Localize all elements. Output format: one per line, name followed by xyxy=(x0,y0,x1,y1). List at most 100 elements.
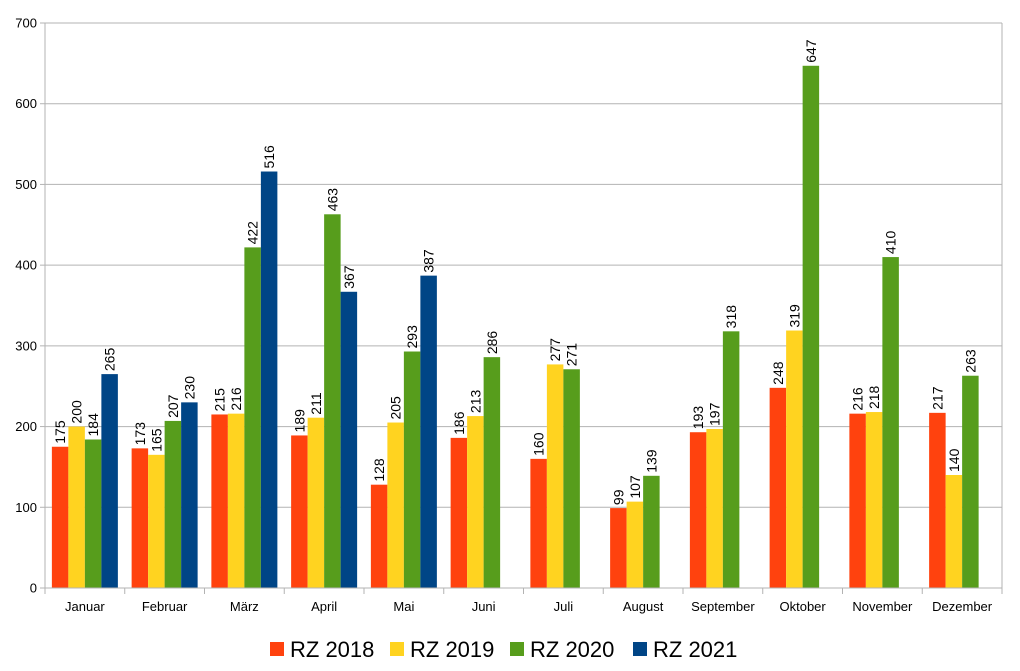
data-label: 277 xyxy=(547,338,563,362)
bar xyxy=(211,414,228,588)
data-label: 197 xyxy=(707,402,723,426)
data-label: 216 xyxy=(228,387,244,411)
y-tick-label: 400 xyxy=(15,258,37,273)
data-label: 293 xyxy=(404,325,420,349)
bar xyxy=(68,426,85,588)
legend-item: RZ 2021 xyxy=(633,637,737,662)
data-label: 139 xyxy=(643,449,659,473)
data-label: 186 xyxy=(451,411,467,435)
bar-marks xyxy=(51,65,979,589)
data-label: 215 xyxy=(212,388,228,412)
legend-swatch xyxy=(390,642,404,656)
data-label: 319 xyxy=(786,304,802,328)
legend-swatch xyxy=(510,642,524,656)
bar xyxy=(227,413,245,588)
y-tick-label: 700 xyxy=(15,16,37,31)
legend-label: RZ 2020 xyxy=(530,637,614,662)
data-label: 516 xyxy=(261,145,277,169)
data-label: 200 xyxy=(69,400,85,424)
bar xyxy=(260,171,278,588)
bar xyxy=(467,416,484,588)
data-label: 387 xyxy=(421,249,437,273)
data-label: 173 xyxy=(132,422,148,446)
bar xyxy=(450,437,468,588)
bar xyxy=(370,484,388,588)
data-label: 318 xyxy=(723,305,739,329)
y-tick-label: 500 xyxy=(15,177,37,192)
data-label: 271 xyxy=(564,343,580,367)
legend-label: RZ 2019 xyxy=(410,637,494,662)
x-tick-label: März xyxy=(230,599,259,614)
bar xyxy=(51,446,69,588)
x-tick-label: Juli xyxy=(554,599,574,614)
bar xyxy=(962,375,979,588)
x-tick-label: November xyxy=(852,599,913,614)
bar xyxy=(530,458,547,588)
data-label: 410 xyxy=(883,230,899,254)
data-label: 263 xyxy=(962,349,978,373)
data-label: 248 xyxy=(770,361,786,385)
data-label: 211 xyxy=(308,392,324,415)
x-tick-label: Februar xyxy=(142,599,188,614)
legend-item: RZ 2019 xyxy=(390,637,494,662)
legend-item: RZ 2020 xyxy=(510,637,614,662)
bar xyxy=(403,351,421,588)
bar xyxy=(84,439,102,588)
data-label: 205 xyxy=(388,396,404,420)
data-label: 217 xyxy=(929,386,945,410)
bar xyxy=(786,330,803,588)
data-label: 367 xyxy=(341,265,357,289)
bar xyxy=(802,65,820,589)
bar xyxy=(769,387,787,588)
bar xyxy=(626,501,644,588)
y-tick-label: 600 xyxy=(15,96,37,111)
data-label: 265 xyxy=(102,348,118,372)
bar xyxy=(722,331,740,588)
legend: RZ 2018 RZ 2019 RZ 2020 RZ 2021 xyxy=(270,637,737,662)
bar xyxy=(148,454,165,588)
bar xyxy=(882,257,899,588)
bar xyxy=(945,475,963,588)
x-tick-label: September xyxy=(691,599,755,614)
y-tick-label: 0 xyxy=(30,581,37,596)
bar xyxy=(101,374,118,588)
data-label: 647 xyxy=(803,39,819,63)
data-label: 213 xyxy=(467,390,483,414)
data-label: 422 xyxy=(245,221,261,245)
bar xyxy=(929,412,946,588)
bar xyxy=(689,432,707,588)
x-tick-label: Juni xyxy=(472,599,496,614)
y-tick-label: 100 xyxy=(15,500,37,515)
x-tick-label: Oktober xyxy=(780,599,827,614)
legend-label: RZ 2018 xyxy=(290,637,374,662)
data-label: 189 xyxy=(291,409,307,433)
data-label: 216 xyxy=(850,387,866,411)
bar xyxy=(483,357,501,588)
legend-swatch xyxy=(270,642,284,656)
data-label: 128 xyxy=(371,458,387,482)
data-label: 286 xyxy=(484,331,500,355)
bar xyxy=(387,422,404,588)
bar xyxy=(849,413,866,588)
data-label: 218 xyxy=(866,385,882,409)
data-label: 140 xyxy=(946,448,962,472)
x-tick-label: Mai xyxy=(393,599,414,614)
gridlines xyxy=(44,22,1003,589)
x-tick-label: August xyxy=(623,599,664,614)
data-label: 207 xyxy=(165,394,181,418)
data-label: 107 xyxy=(627,475,643,499)
bar xyxy=(324,214,341,589)
data-label: 175 xyxy=(52,420,68,444)
x-tick-label: Dezember xyxy=(932,599,993,614)
data-label: 193 xyxy=(690,406,706,430)
legend-label: RZ 2021 xyxy=(653,637,737,662)
bar xyxy=(706,428,723,588)
data-label: 165 xyxy=(148,428,164,452)
bar xyxy=(307,417,325,588)
bar xyxy=(420,275,437,588)
data-label: 99 xyxy=(610,489,626,505)
legend-item: RZ 2018 xyxy=(270,637,374,662)
data-label: 184 xyxy=(85,413,101,437)
